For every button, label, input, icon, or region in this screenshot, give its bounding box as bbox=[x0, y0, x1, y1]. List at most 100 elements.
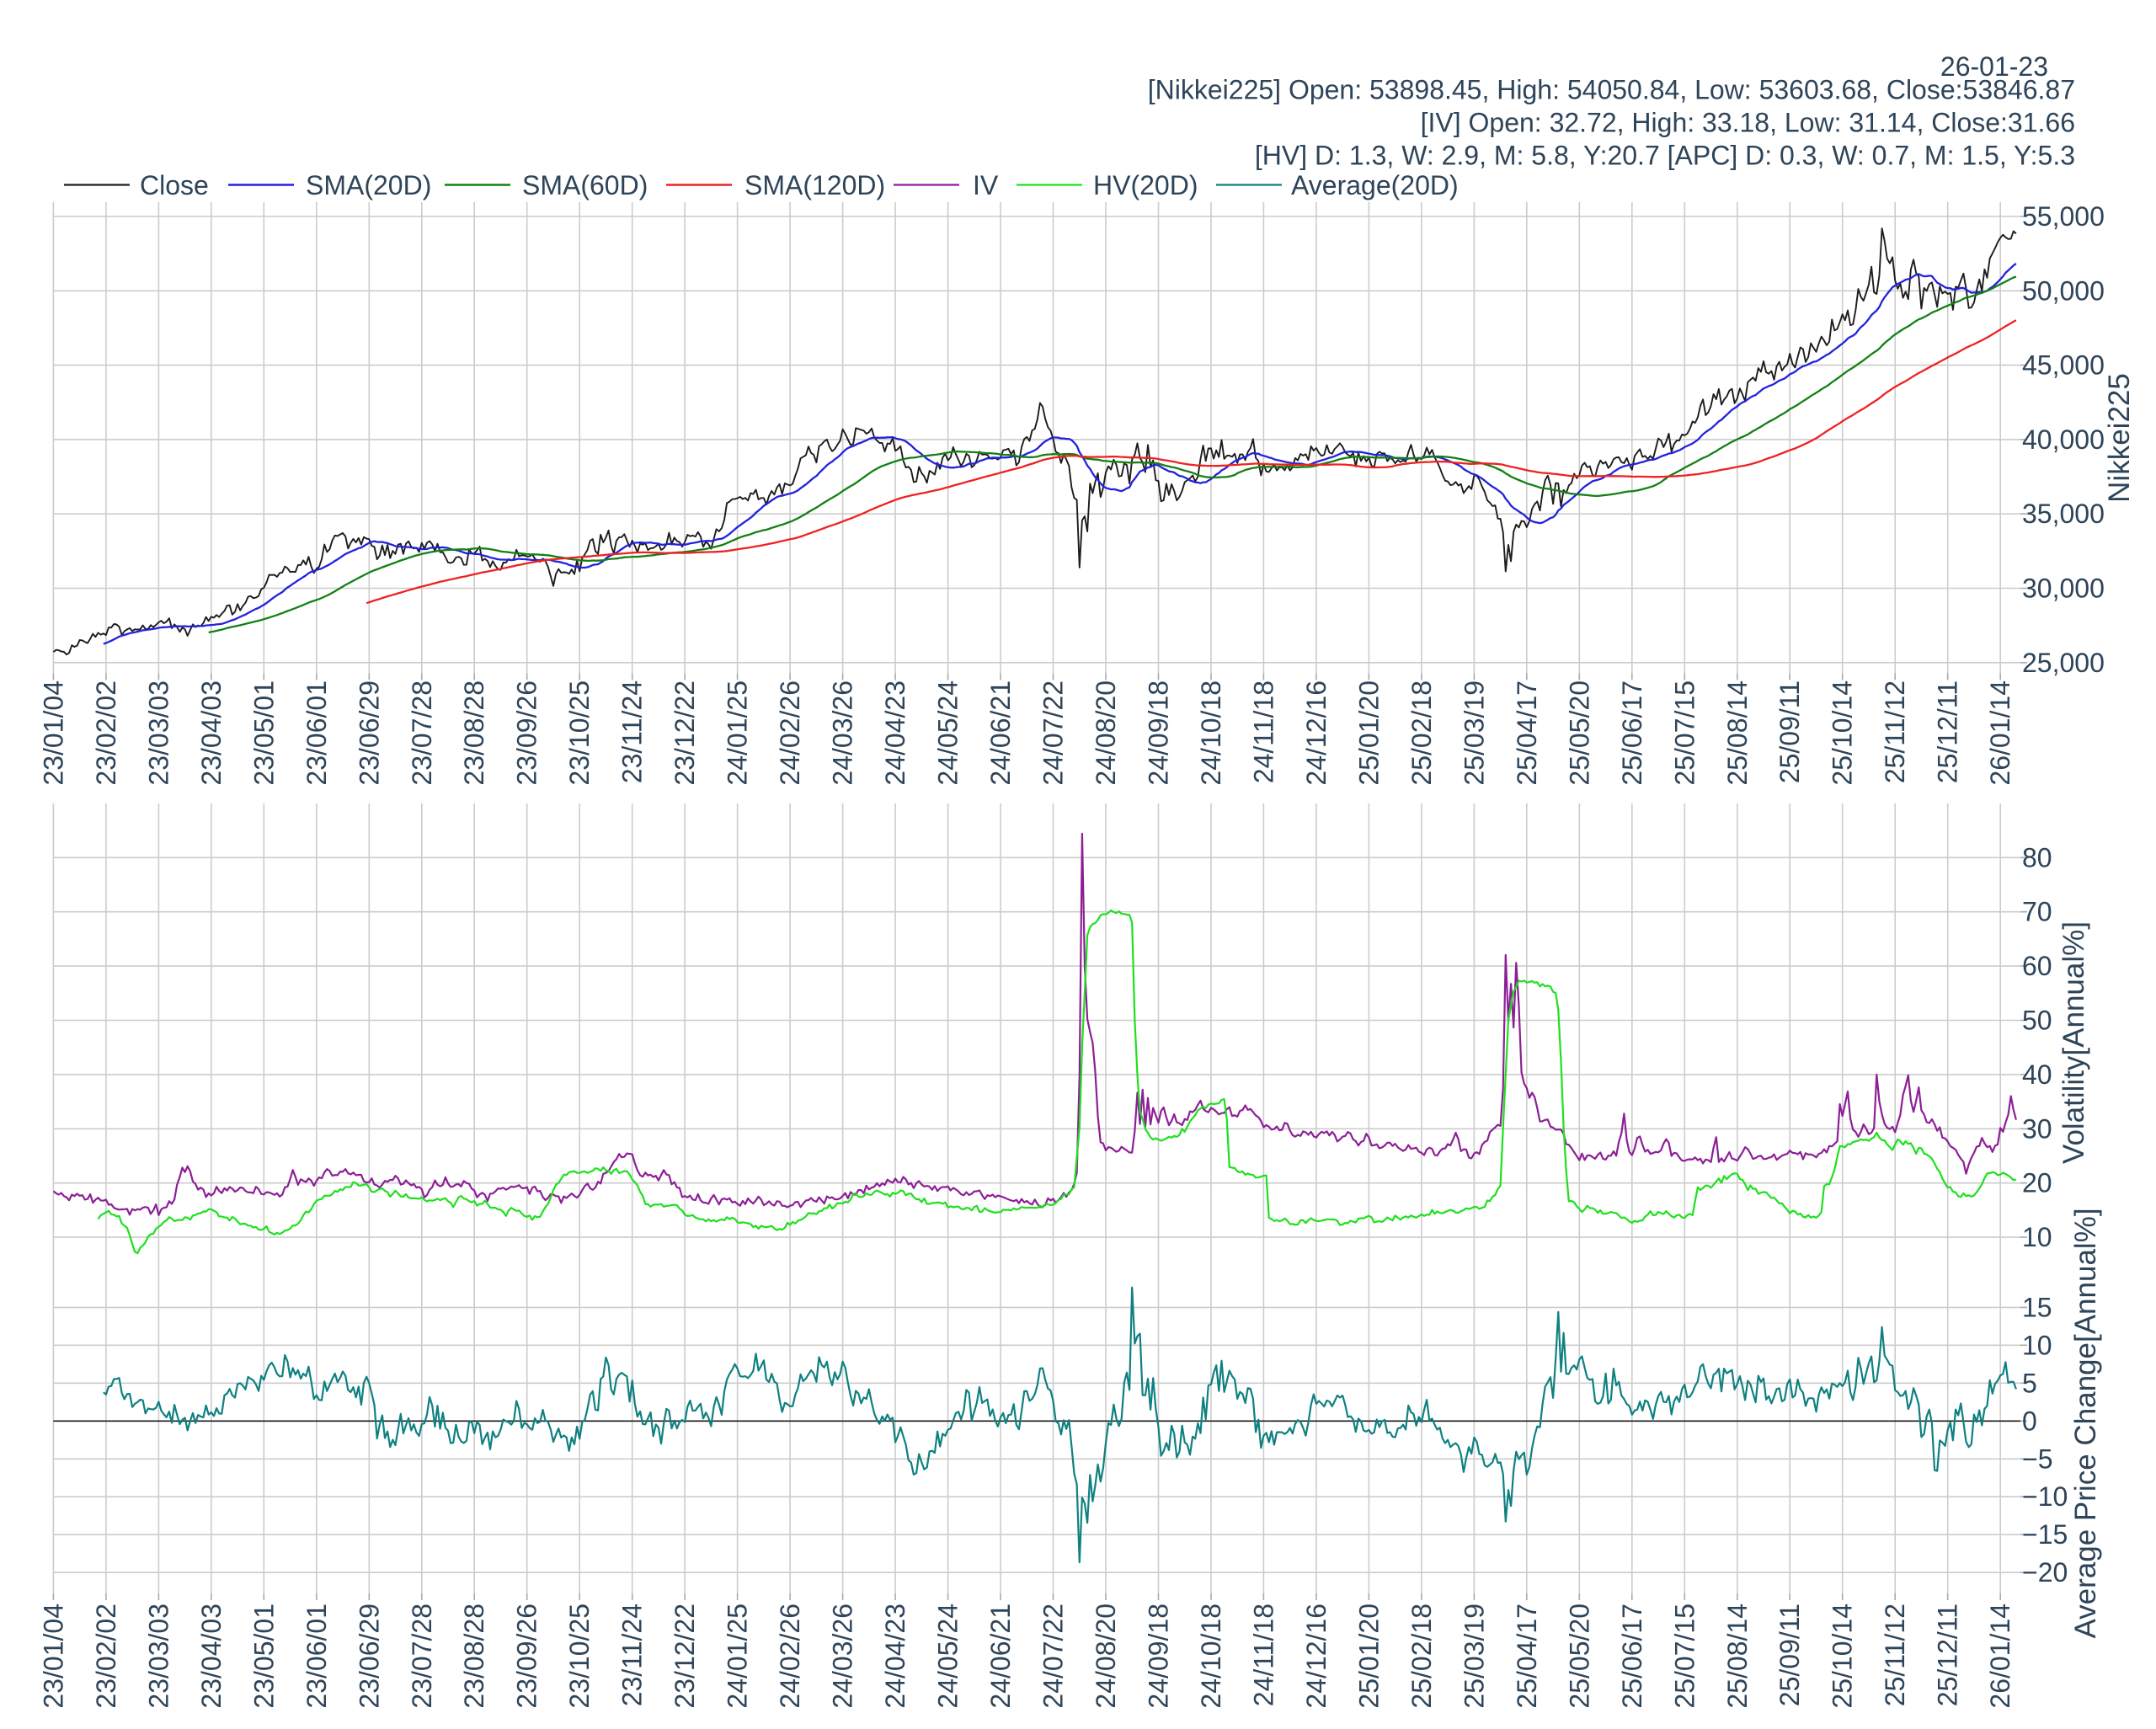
svg-text:23/12/22: 23/12/22 bbox=[670, 680, 700, 786]
svg-text:24/07/22: 24/07/22 bbox=[1038, 680, 1069, 786]
svg-text:50: 50 bbox=[2022, 1006, 2052, 1036]
svg-text:24/04/23: 24/04/23 bbox=[880, 1604, 910, 1709]
svg-text:55,000: 55,000 bbox=[2022, 201, 2105, 232]
svg-text:23/02/02: 23/02/02 bbox=[91, 680, 121, 786]
svg-text:25/01/20: 25/01/20 bbox=[1353, 680, 1384, 786]
svg-text:25/07/15: 25/07/15 bbox=[1669, 1604, 1700, 1709]
svg-text:25/11/12: 25/11/12 bbox=[1880, 1604, 1910, 1706]
svg-text:23/09/26: 23/09/26 bbox=[512, 680, 542, 786]
svg-text:[IV] Open: 32.72, High: 33.18,: [IV] Open: 32.72, High: 33.18, Low: 31.1… bbox=[1421, 108, 2075, 138]
svg-text:20: 20 bbox=[2022, 1168, 2052, 1198]
svg-text:Nikkei225: Nikkei225 bbox=[2103, 373, 2136, 503]
svg-text:24/05/24: 24/05/24 bbox=[933, 680, 963, 786]
svg-text:24/01/25: 24/01/25 bbox=[723, 1604, 753, 1709]
svg-text:50,000: 50,000 bbox=[2022, 275, 2105, 306]
svg-text:60: 60 bbox=[2022, 951, 2052, 981]
svg-text:23/06/01: 23/06/01 bbox=[302, 1604, 332, 1709]
svg-text:23/08/28: 23/08/28 bbox=[459, 1604, 489, 1709]
svg-text:24/04/23: 24/04/23 bbox=[880, 680, 910, 786]
svg-text:25/04/17: 25/04/17 bbox=[1512, 680, 1542, 786]
svg-text:25/10/14: 25/10/14 bbox=[1828, 1604, 1858, 1709]
svg-text:24/06/21: 24/06/21 bbox=[985, 680, 1016, 786]
svg-text:23/11/24: 23/11/24 bbox=[617, 680, 648, 783]
svg-text:30: 30 bbox=[2022, 1113, 2052, 1144]
svg-text:5: 5 bbox=[2022, 1368, 2037, 1398]
svg-text:24/03/26: 24/03/26 bbox=[828, 680, 858, 786]
svg-text:24/12/16: 24/12/16 bbox=[1301, 680, 1331, 786]
svg-text:IV: IV bbox=[973, 170, 999, 200]
svg-text:Volatility[Annual%]: Volatility[Annual%] bbox=[2057, 921, 2090, 1164]
svg-text:23/07/28: 23/07/28 bbox=[407, 680, 437, 786]
svg-text:15: 15 bbox=[2022, 1292, 2052, 1322]
svg-text:23/10/25: 23/10/25 bbox=[564, 1604, 595, 1709]
svg-text:24/05/24: 24/05/24 bbox=[933, 1604, 963, 1709]
svg-text:23/04/03: 23/04/03 bbox=[196, 1604, 227, 1709]
svg-text:23/02/02: 23/02/02 bbox=[91, 1604, 121, 1709]
svg-text:45,000: 45,000 bbox=[2022, 350, 2105, 381]
svg-text:SMA(120D): SMA(120D) bbox=[744, 170, 885, 200]
svg-text:Average(20D): Average(20D) bbox=[1291, 170, 1459, 200]
svg-text:30,000: 30,000 bbox=[2022, 574, 2105, 604]
svg-text:25,000: 25,000 bbox=[2022, 648, 2105, 678]
svg-text:26/01/14: 26/01/14 bbox=[1985, 1604, 2015, 1709]
svg-text:40,000: 40,000 bbox=[2022, 424, 2105, 455]
svg-text:25/08/14: 25/08/14 bbox=[1722, 1604, 1753, 1709]
svg-text:25/12/11: 25/12/11 bbox=[1933, 1604, 1963, 1706]
svg-text:25/07/15: 25/07/15 bbox=[1669, 680, 1700, 786]
svg-text:24/08/20: 24/08/20 bbox=[1091, 1604, 1121, 1709]
svg-text:24/11/18: 24/11/18 bbox=[1248, 680, 1278, 783]
svg-text:SMA(60D): SMA(60D) bbox=[522, 170, 648, 200]
svg-text:23/06/29: 23/06/29 bbox=[354, 680, 384, 786]
svg-text:25/06/17: 25/06/17 bbox=[1617, 1604, 1647, 1709]
svg-text:26-01-23: 26-01-23 bbox=[1940, 51, 2048, 82]
svg-text:25/06/17: 25/06/17 bbox=[1617, 680, 1647, 786]
svg-text:24/01/25: 24/01/25 bbox=[723, 680, 753, 786]
svg-text:24/11/18: 24/11/18 bbox=[1248, 1604, 1278, 1706]
svg-text:25/10/14: 25/10/14 bbox=[1828, 680, 1858, 786]
svg-text:24/07/22: 24/07/22 bbox=[1038, 1604, 1069, 1709]
svg-text:23/05/01: 23/05/01 bbox=[248, 680, 279, 786]
svg-text:24/10/18: 24/10/18 bbox=[1196, 680, 1226, 786]
svg-text:25/05/20: 25/05/20 bbox=[1564, 680, 1594, 786]
svg-text:24/02/26: 24/02/26 bbox=[775, 1604, 805, 1709]
svg-text:24/12/16: 24/12/16 bbox=[1301, 1604, 1331, 1709]
svg-text:−10: −10 bbox=[2022, 1481, 2068, 1512]
svg-text:80: 80 bbox=[2022, 842, 2052, 873]
svg-text:23/12/22: 23/12/22 bbox=[670, 1604, 700, 1709]
svg-text:10: 10 bbox=[2022, 1330, 2052, 1360]
svg-text:23/08/28: 23/08/28 bbox=[459, 680, 489, 786]
svg-text:24/08/20: 24/08/20 bbox=[1091, 680, 1121, 786]
svg-text:24/06/21: 24/06/21 bbox=[985, 1604, 1016, 1709]
svg-text:−5: −5 bbox=[2022, 1444, 2052, 1474]
svg-text:25/02/18: 25/02/18 bbox=[1406, 680, 1437, 786]
svg-text:25/03/19: 25/03/19 bbox=[1459, 1604, 1489, 1709]
svg-text:40: 40 bbox=[2022, 1059, 2052, 1090]
svg-text:23/06/01: 23/06/01 bbox=[302, 680, 332, 786]
svg-text:25/05/20: 25/05/20 bbox=[1564, 1604, 1594, 1709]
svg-text:23/03/03: 23/03/03 bbox=[143, 1604, 173, 1709]
svg-text:23/03/03: 23/03/03 bbox=[143, 680, 173, 786]
svg-text:0: 0 bbox=[2022, 1406, 2037, 1436]
svg-text:Average Price Change[Annual%]: Average Price Change[Annual%] bbox=[2069, 1208, 2102, 1638]
svg-text:23/01/04: 23/01/04 bbox=[38, 1604, 68, 1709]
svg-text:23/04/03: 23/04/03 bbox=[196, 680, 227, 786]
svg-text:25/09/11: 25/09/11 bbox=[1774, 680, 1805, 783]
svg-text:24/02/26: 24/02/26 bbox=[775, 680, 805, 786]
svg-text:25/12/11: 25/12/11 bbox=[1933, 680, 1963, 783]
svg-text:23/10/25: 23/10/25 bbox=[564, 680, 595, 786]
svg-text:23/01/04: 23/01/04 bbox=[38, 680, 68, 786]
svg-text:25/01/20: 25/01/20 bbox=[1353, 1604, 1384, 1709]
svg-text:35,000: 35,000 bbox=[2022, 499, 2105, 529]
svg-text:25/11/12: 25/11/12 bbox=[1880, 680, 1910, 783]
svg-text:25/02/18: 25/02/18 bbox=[1406, 1604, 1437, 1709]
svg-text:23/05/01: 23/05/01 bbox=[248, 1604, 279, 1709]
svg-text:23/07/28: 23/07/28 bbox=[407, 1604, 437, 1709]
svg-text:70: 70 bbox=[2022, 897, 2052, 927]
svg-text:24/10/18: 24/10/18 bbox=[1196, 1604, 1226, 1709]
svg-text:[Nikkei225] Open: 53898.45, Hi: [Nikkei225] Open: 53898.45, High: 54050.… bbox=[1148, 75, 2075, 105]
svg-text:Close: Close bbox=[140, 170, 209, 200]
svg-text:25/03/19: 25/03/19 bbox=[1459, 680, 1489, 786]
svg-text:23/06/29: 23/06/29 bbox=[354, 1604, 384, 1709]
svg-text:[HV] D: 1.3, W: 2.9, M: 5.8, Y: [HV] D: 1.3, W: 2.9, M: 5.8, Y:20.7 [APC… bbox=[1255, 141, 2075, 171]
svg-text:SMA(20D): SMA(20D) bbox=[306, 170, 431, 200]
